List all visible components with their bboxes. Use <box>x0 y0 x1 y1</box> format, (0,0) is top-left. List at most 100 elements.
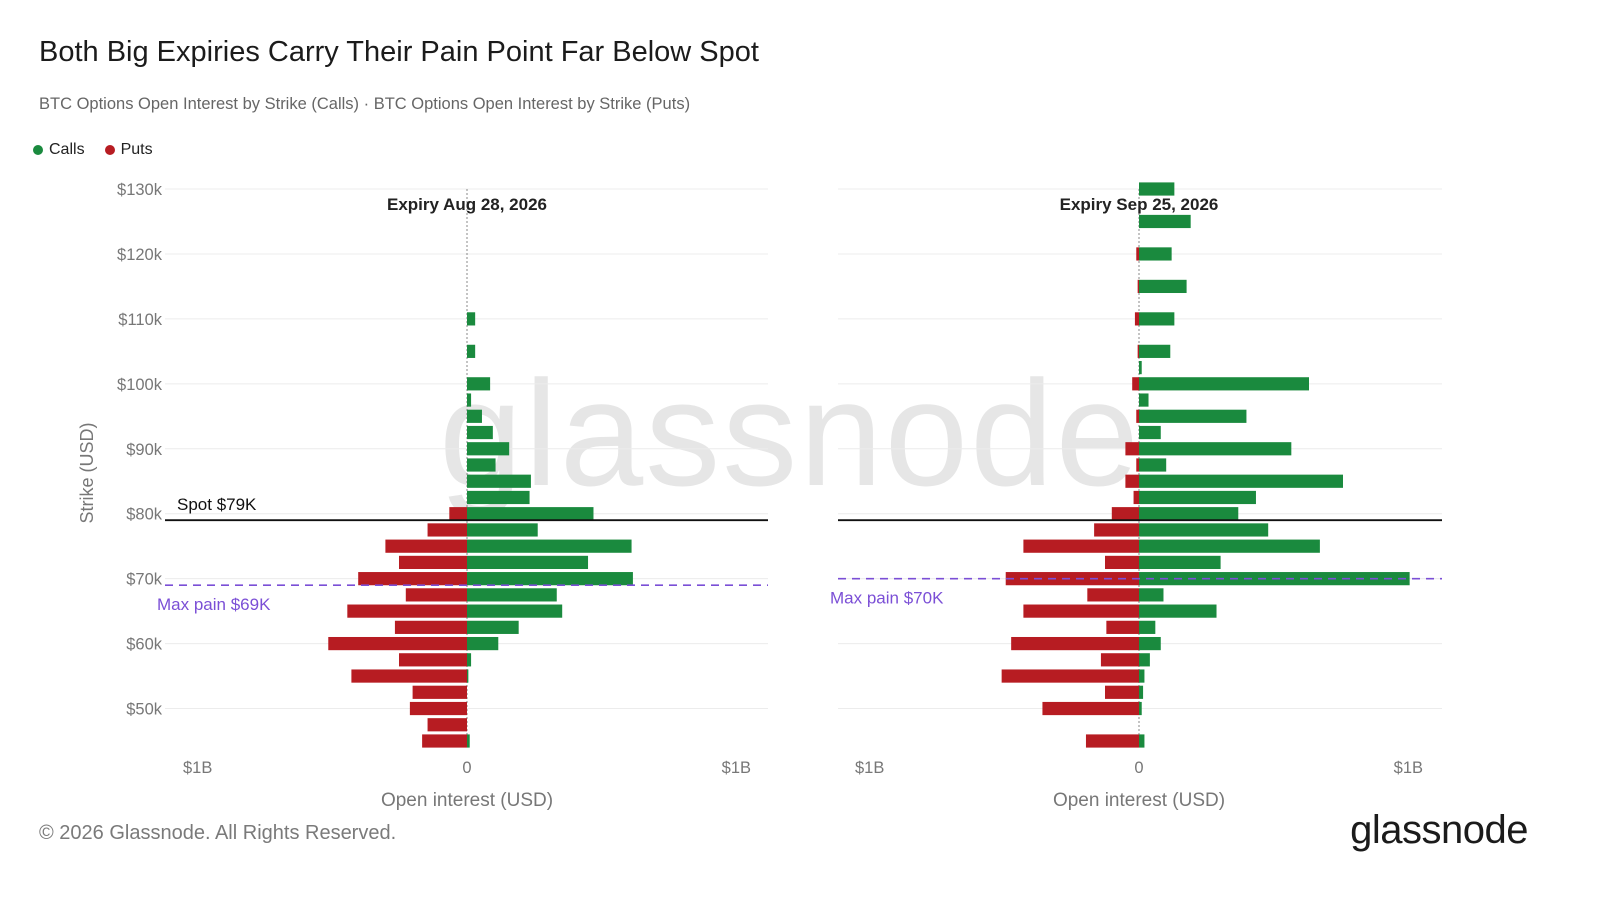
legend-label-puts: Puts <box>120 141 153 158</box>
max-pain-label: Max pain $70K <box>830 589 944 608</box>
legend-item-calls[interactable]: Calls <box>33 141 85 159</box>
x-tick-label: $1B <box>183 759 212 777</box>
legend-item-puts[interactable]: Puts <box>104 141 153 159</box>
x-tick-label: $1B <box>722 759 751 777</box>
call-bar <box>467 669 469 683</box>
put-bar <box>1094 523 1139 537</box>
y-tick-label: $120k <box>117 246 163 264</box>
panel-2: Max pain $70K Expiry Sep 25, 2026 $1B 0 $1B O… <box>830 182 1442 811</box>
panel-title: Expiry Sep 25, 2026 <box>1060 195 1219 214</box>
chart-subtitle: BTC Options Open Interest by Strike (Cal… <box>39 95 691 113</box>
spot-label: Spot $79K <box>177 495 257 514</box>
put-bar <box>1125 442 1139 456</box>
y-tick-label: $100k <box>117 376 163 394</box>
copyright-text: © 2026 Glassnode. All Rights Reserved. <box>39 822 397 844</box>
put-bar <box>427 523 467 537</box>
call-bar <box>1139 490 1256 505</box>
call-bar <box>467 442 510 456</box>
put-bar <box>1134 312 1139 326</box>
panel-1: Spot $79K Max pain $69K Expiry Aug 28, 202… <box>157 188 768 811</box>
put-bar <box>328 636 467 651</box>
call-bar <box>467 409 482 423</box>
call-bar <box>1139 247 1172 261</box>
put-bar <box>1011 636 1139 651</box>
put-bar <box>347 604 467 618</box>
put-bar <box>1106 620 1139 634</box>
call-bar <box>1139 425 1161 440</box>
call-bar <box>467 377 491 391</box>
legend-label-calls: Calls <box>49 141 85 158</box>
call-bar <box>1139 312 1175 326</box>
call-bar <box>1139 360 1142 375</box>
y-tick-label: $60k <box>126 636 163 654</box>
call-bar <box>1139 523 1269 537</box>
max-pain-label: Max pain $69K <box>157 595 271 614</box>
put-bar <box>1001 669 1139 683</box>
y-tick-label: $90k <box>126 441 163 459</box>
call-bar <box>467 523 538 537</box>
put-bar <box>1136 247 1139 261</box>
put-bar <box>1136 458 1139 472</box>
put-bar <box>1023 604 1139 618</box>
x-axis-title: Open interest (USD) <box>1053 790 1225 811</box>
put-bar <box>409 701 467 716</box>
watermark-text: glassnode <box>439 349 1141 517</box>
call-bar <box>1139 636 1161 651</box>
call-bar <box>1139 377 1309 391</box>
panel-title: Expiry Aug 28, 2026 <box>387 195 547 214</box>
call-bar <box>467 572 633 586</box>
call-bar <box>467 474 531 488</box>
put-bar <box>1105 555 1139 570</box>
put-bar <box>351 669 467 683</box>
call-bar <box>467 636 499 651</box>
y-tick-label: $110k <box>118 311 162 329</box>
put-bar <box>405 588 467 602</box>
call-bar <box>1139 588 1164 602</box>
y-tick-label: $70k <box>126 571 163 589</box>
y-axis-title: Strike (USD) <box>77 422 97 523</box>
put-bar <box>1133 490 1139 505</box>
put-bar <box>1100 653 1139 667</box>
call-bar <box>1139 685 1144 699</box>
call-bar <box>1139 214 1191 229</box>
y-tick-label: $80k <box>126 506 163 524</box>
x-tick-label: 0 <box>1134 759 1143 777</box>
put-bar <box>427 718 467 732</box>
put-bar <box>449 507 467 521</box>
call-bar <box>1139 344 1171 358</box>
call-bar <box>1139 669 1145 683</box>
call-bar <box>467 507 594 521</box>
x-tick-label: $1B <box>855 759 884 777</box>
call-bar <box>467 620 519 634</box>
put-bar <box>1132 377 1139 391</box>
put-bar <box>1137 279 1139 294</box>
call-bar <box>1139 604 1217 618</box>
put-bar <box>1125 474 1139 488</box>
call-bar <box>467 604 563 618</box>
put-bar <box>1137 344 1139 358</box>
call-bar <box>1139 734 1145 748</box>
y-tick-label: $130k <box>117 181 163 199</box>
put-bar <box>422 734 467 748</box>
call-bar <box>1139 182 1175 196</box>
call-bar <box>467 312 476 326</box>
glassnode-logo: glassnode <box>1350 808 1528 852</box>
call-bar <box>1139 474 1343 488</box>
put-bar <box>1023 539 1139 553</box>
call-bar <box>467 344 476 358</box>
legend: Calls Puts <box>33 141 153 159</box>
call-bar <box>467 458 496 472</box>
call-bar <box>1139 555 1221 570</box>
call-bar <box>1139 409 1247 423</box>
call-bar <box>1139 279 1187 294</box>
call-bar <box>467 555 589 570</box>
call-bar <box>1139 393 1149 407</box>
x-axis-title: Open interest (USD) <box>381 790 553 811</box>
put-bar <box>1005 572 1139 586</box>
puts-dot-icon <box>104 145 115 155</box>
call-bar <box>467 425 493 440</box>
call-bar <box>467 588 557 602</box>
call-bar <box>1139 701 1142 716</box>
call-bar <box>1139 507 1239 521</box>
